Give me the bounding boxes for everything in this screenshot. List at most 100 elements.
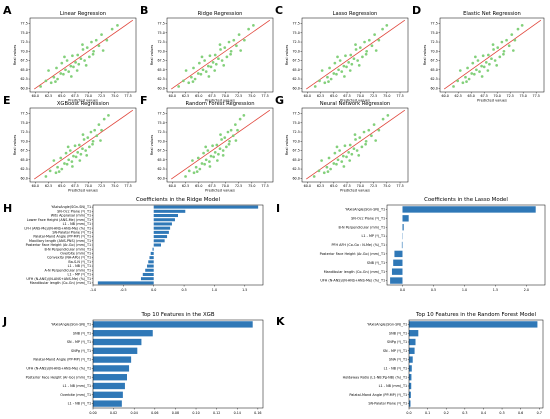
scatter-point (187, 169, 191, 173)
scatter-point (59, 156, 63, 160)
panel-k: K Top 10 Features in the Random Forest Mo… (276, 312, 544, 415)
scatter-point (204, 158, 208, 162)
x-tick-label: 0.5 (181, 288, 186, 292)
scatter-point (327, 156, 331, 160)
scatter-point (216, 159, 219, 162)
scatter-point (367, 128, 371, 132)
bar (93, 338, 142, 346)
scatter-point (511, 49, 515, 52)
scatter-point (184, 69, 188, 72)
plot-frame (166, 17, 274, 93)
category-label: LFH (ANS-Me)/(N-ANS+ANS-Me) (%)_T1 (24, 226, 91, 230)
scatter-point (342, 64, 346, 68)
fit-line (34, 19, 134, 90)
scatter-point (338, 59, 342, 62)
scatter-point (327, 80, 330, 83)
scatter-point (107, 114, 110, 117)
scatter-point (507, 44, 511, 48)
scatter-point (86, 136, 90, 139)
scatter-point (495, 64, 499, 67)
scatter-point (84, 149, 87, 152)
scatter-point (363, 40, 366, 44)
scatter-point (332, 162, 336, 165)
y-tick-label: 70.0 (157, 49, 164, 53)
category-label: SNB (º)_T1 (367, 261, 385, 265)
y-tick-label: 77.5 (157, 112, 164, 116)
scatter-point (229, 128, 233, 132)
y-tick-label: 70.0 (20, 49, 27, 53)
panel-c: C Lasso Regression 60.0 62.5 65.0 67.5 70.0 72.… (275, 4, 409, 103)
scatter-point (343, 75, 346, 78)
bar (409, 365, 412, 372)
scatter-point (487, 53, 490, 57)
scatter-point (361, 55, 364, 59)
panel-h: H Coefficients in the Ridge Model YAxisAng… (3, 197, 264, 292)
y-tick-label: 70.0 (430, 49, 437, 53)
scatter-point (348, 69, 352, 72)
category-label: SN-Occ Plane (º)_T1 (351, 216, 385, 220)
plot-frame (301, 107, 409, 183)
category-label: Overbite (mm)_T1 (60, 393, 91, 397)
bar (391, 268, 403, 275)
y-tick-label: 75.0 (292, 31, 299, 35)
scatter-point (191, 159, 194, 162)
scatter-point (343, 144, 347, 148)
scatter-point (63, 55, 66, 59)
panel-letter: K (276, 315, 285, 328)
scatter-point (237, 33, 241, 37)
category-label: UFH (N-ANS)/(N-ANS+ANS-Me) (%)_T1 (320, 279, 385, 283)
scatter-point (478, 70, 481, 73)
scatter-point (364, 142, 367, 146)
panel-a: A Linear Regression 60.0 62.5 65.0 67.5 70.0 72… (3, 4, 137, 103)
y-tick-label: 60.0 (292, 176, 299, 180)
bar (153, 214, 178, 218)
scatter-point (231, 134, 235, 138)
scatter-point (364, 52, 368, 56)
category-label: B-N Perpendicular (mm)_T1 (44, 247, 91, 251)
scatter-point (200, 55, 204, 59)
y-tick-label: 62.5 (157, 167, 164, 171)
x-tick-label: 65.0 (195, 94, 202, 98)
scatter-point (56, 77, 59, 81)
scatter-point (362, 130, 366, 134)
scatter-point (211, 61, 215, 64)
scatter-point (373, 33, 376, 37)
bar (140, 277, 154, 281)
scatter-point (493, 59, 497, 62)
x-tick-label: 72.5 (370, 184, 377, 188)
x-tick-label: 60.0 (32, 184, 39, 188)
scatter-point (340, 160, 344, 163)
scatter-point (81, 147, 84, 151)
x-tick-label: 70.0 (494, 94, 501, 98)
x-axis-label: Predicted values (477, 99, 507, 103)
y-tick-label: 65.0 (20, 158, 27, 162)
x-tick-label: 60.0 (304, 94, 311, 98)
x-tick-label: 0.0 (151, 288, 156, 292)
scatter-point (322, 171, 326, 175)
scatter-point (467, 77, 471, 81)
x-tick-label: 0.0 (400, 288, 405, 292)
bar (149, 256, 154, 260)
scatter-point (312, 175, 316, 178)
x-tick-label: 72.5 (235, 94, 242, 98)
fit-line (306, 109, 406, 180)
scatter-point (350, 62, 354, 66)
scatter-point (335, 72, 338, 76)
y-tick-label: 60.0 (20, 176, 27, 180)
scatter-point (502, 49, 506, 53)
x-tick-label: 0.04 (131, 411, 138, 415)
bar (93, 365, 130, 372)
scatter-point (496, 46, 500, 49)
x-tick-label: 0.08 (172, 411, 179, 415)
x-tick-label: 77.5 (396, 94, 403, 98)
x-tick-label: 75.0 (520, 94, 527, 98)
y-tick-label: 67.5 (292, 59, 299, 63)
scatter-point (328, 66, 331, 70)
bar (153, 226, 171, 230)
scatter-point (470, 72, 474, 75)
scatter-point (236, 128, 239, 132)
scatter-point (452, 85, 455, 88)
scatter-point (191, 80, 195, 83)
scatter-point (95, 134, 99, 138)
y-tick-label: 67.5 (157, 149, 164, 153)
